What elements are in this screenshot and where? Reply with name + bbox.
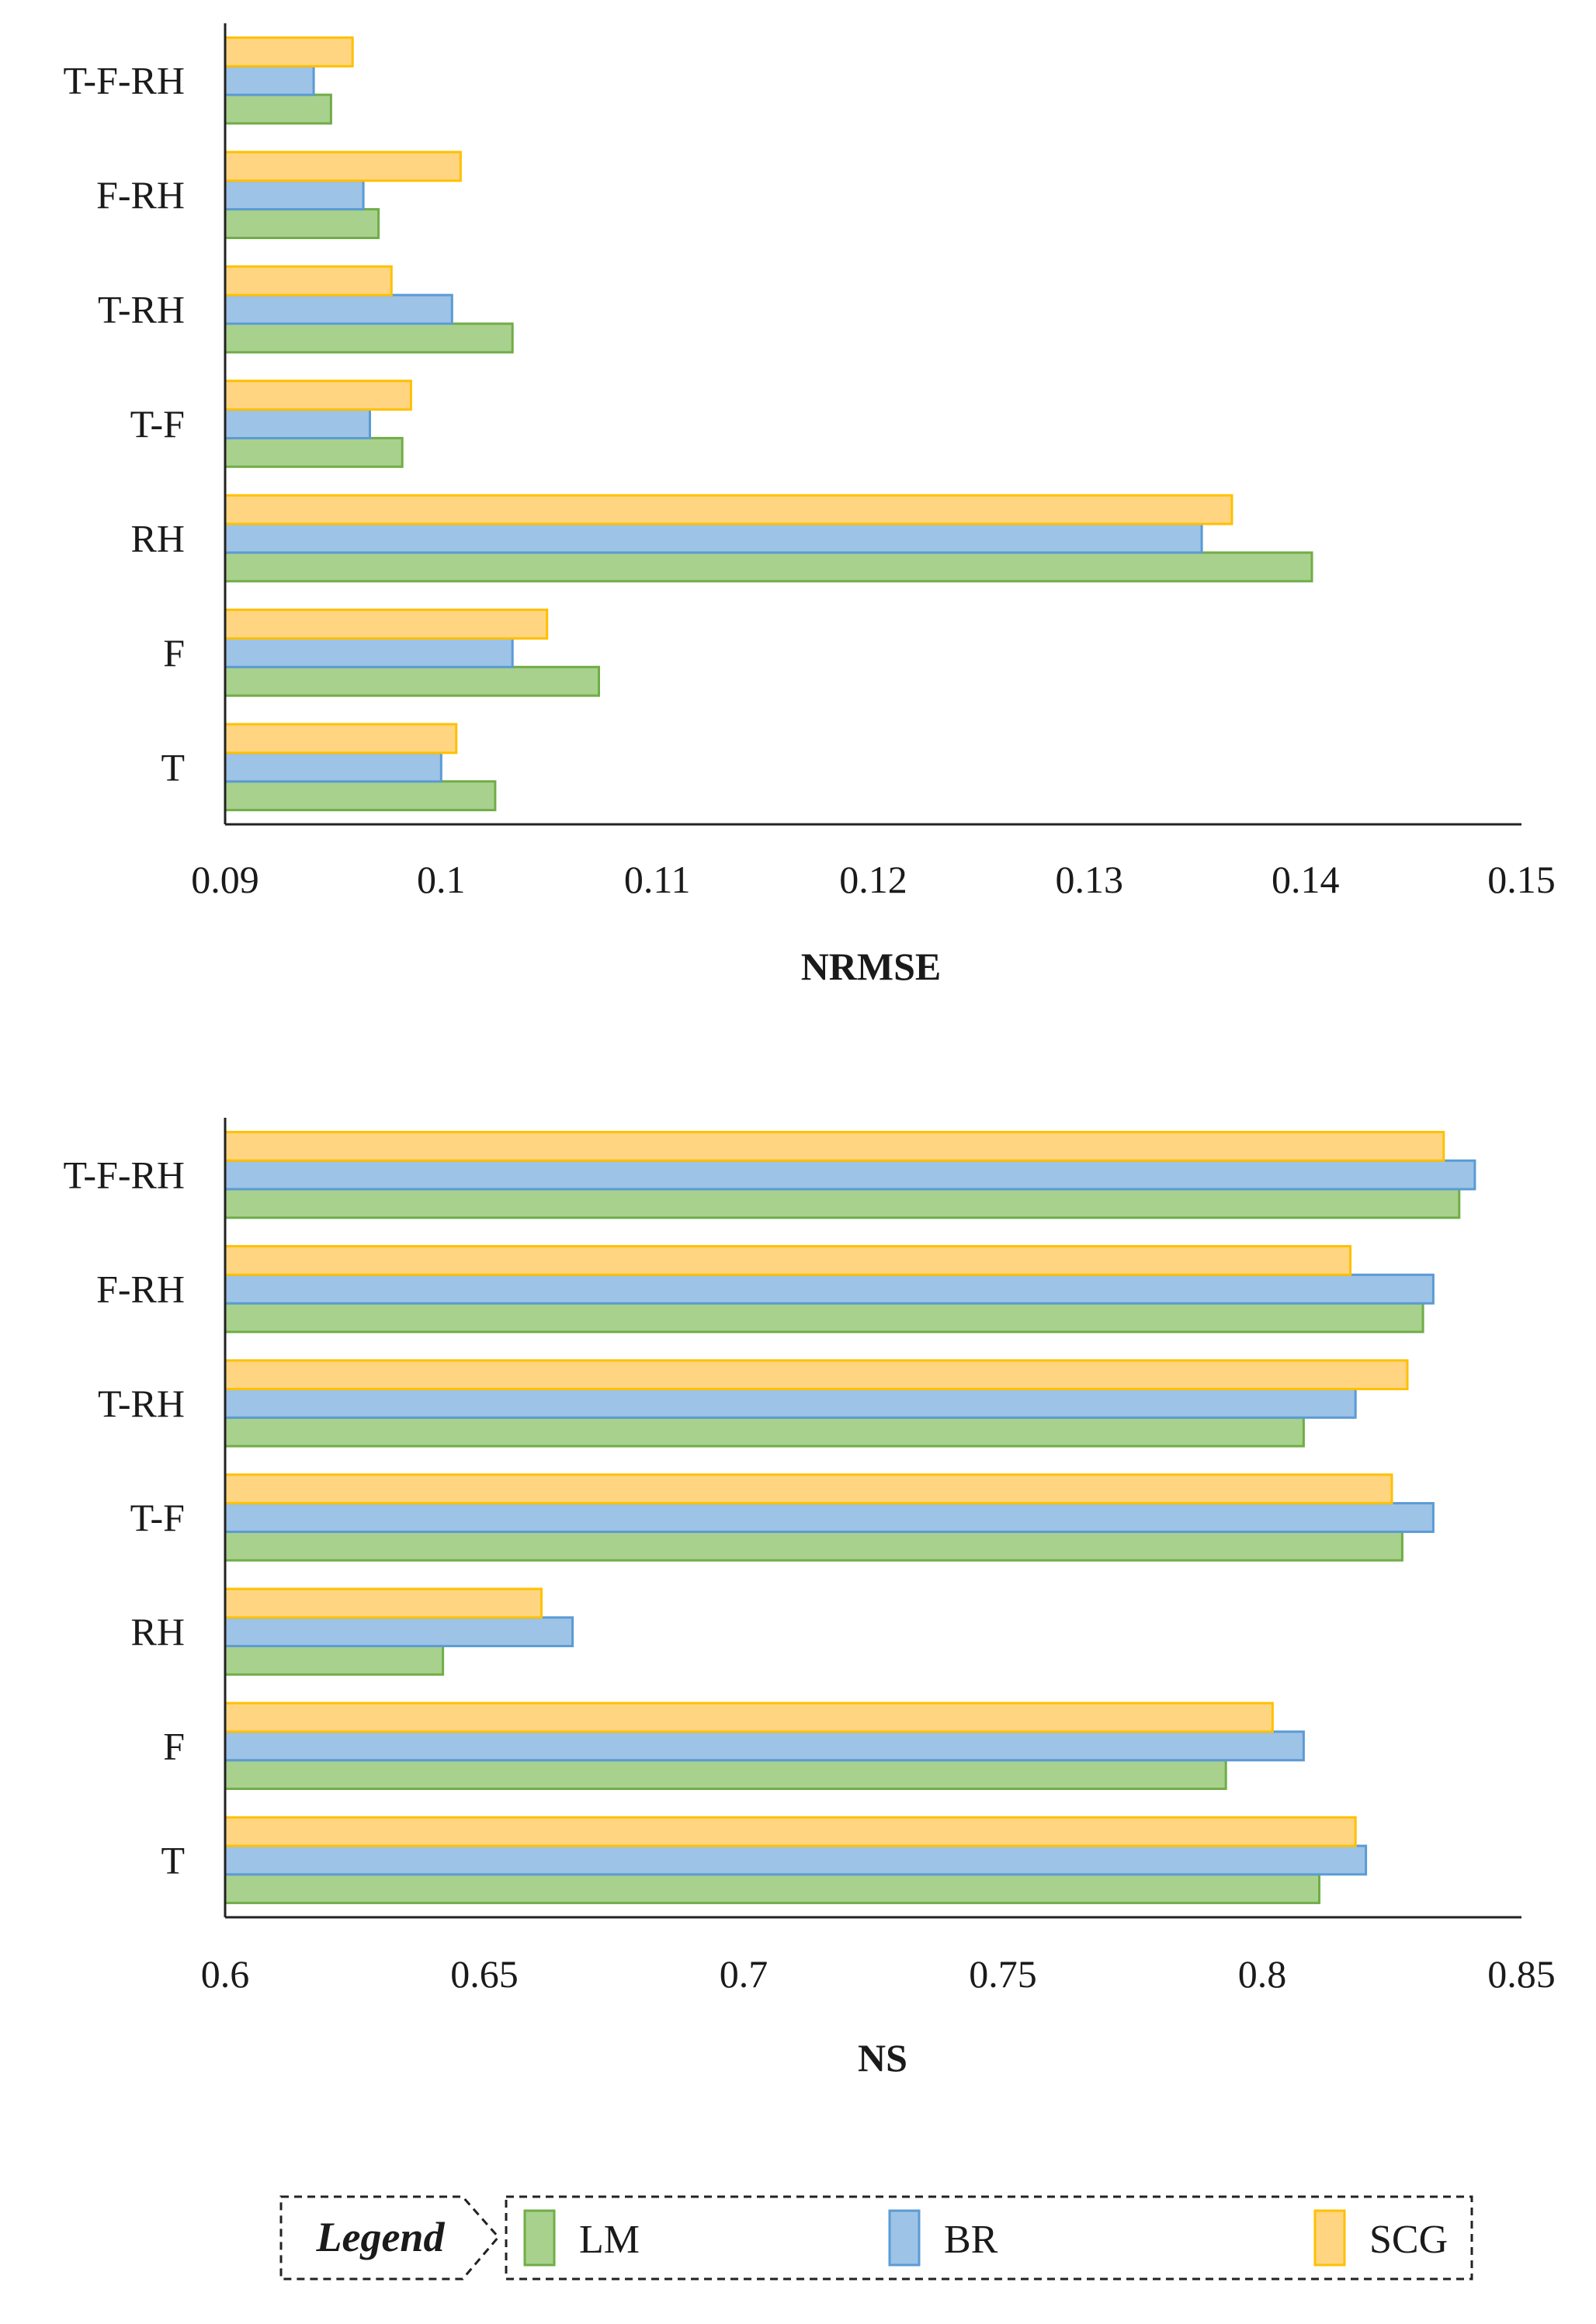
nrmse-category-label: RH bbox=[131, 516, 185, 560]
nrmse-bar-br-f-rh bbox=[224, 179, 365, 211]
nrmse-bar-br-t-rh bbox=[224, 293, 453, 325]
ns-bar-br-t bbox=[224, 1844, 1368, 1876]
nrmse-bar-br-t-f bbox=[224, 408, 371, 439]
nrmse-category-label: T-F-RH bbox=[63, 59, 185, 102]
nrmse-category-label: T-RH bbox=[98, 288, 185, 331]
ns-bar-scg-f bbox=[224, 1701, 1274, 1733]
nrmse-x-tick-label: 0.14 bbox=[1272, 858, 1340, 901]
legend: Legend LM BR SCG bbox=[279, 2195, 1473, 2281]
legend-swatch-scg bbox=[1313, 2209, 1346, 2267]
nrmse-x-tick-label: 0.15 bbox=[1487, 858, 1556, 901]
ns-x-tick-label: 0.85 bbox=[1487, 1952, 1556, 1996]
nrmse-bar-scg-rh bbox=[224, 494, 1233, 526]
nrmse-bar-lm-t-f-rh bbox=[224, 93, 332, 125]
nrmse-x-tick-label: 0.13 bbox=[1056, 858, 1124, 901]
nrmse-x-tick-label: 0.11 bbox=[624, 858, 691, 901]
ns-bar-lm-f-rh bbox=[224, 1302, 1424, 1334]
ns-bar-scg-f-rh bbox=[224, 1245, 1352, 1276]
legend-swatch-br bbox=[888, 2209, 921, 2267]
nrmse-bar-br-t-f-rh bbox=[224, 64, 315, 96]
nrmse-bar-scg-t-rh bbox=[224, 265, 393, 297]
ns-category-label: T-F bbox=[130, 1496, 185, 1539]
ns-x-tick-label: 0.6 bbox=[201, 1952, 250, 1996]
ns-bar-scg-t-f bbox=[224, 1473, 1393, 1505]
nrmse-bar-br-f bbox=[224, 636, 514, 668]
nrmse-bar-br-t bbox=[224, 751, 442, 783]
nrmse-bar-lm-f bbox=[224, 665, 600, 697]
legend-items-box bbox=[505, 2195, 1473, 2281]
nrmse-bar-lm-t bbox=[224, 780, 497, 812]
nrmse-x-tick-label: 0.09 bbox=[191, 858, 259, 901]
ns-bar-br-f bbox=[224, 1730, 1305, 1762]
ns-bar-scg-rh bbox=[224, 1587, 543, 1619]
ns-category-label: T-RH bbox=[98, 1382, 185, 1425]
ns-category-label: F-RH bbox=[96, 1268, 185, 1311]
ns-bar-br-f-rh bbox=[224, 1273, 1435, 1305]
ns-category-label: RH bbox=[131, 1610, 185, 1653]
nrmse-bar-br-rh bbox=[224, 522, 1203, 554]
ns-bar-br-t-rh bbox=[224, 1388, 1357, 1419]
nrmse-category-label: F bbox=[163, 631, 185, 675]
ns-bar-lm-t-f bbox=[224, 1530, 1403, 1562]
nrmse-bar-scg-t-f-rh bbox=[224, 36, 354, 68]
ns-bar-br-t-f-rh bbox=[224, 1159, 1476, 1191]
ns-bar-lm-t-rh bbox=[224, 1416, 1305, 1448]
nrmse-bar-lm-t-f bbox=[224, 436, 404, 468]
ns-chart: NS T F RH T-F T-RH F-RH T-F-RH 0.6 0.65 0.7 0.75 0.… bbox=[63, 1118, 1556, 2079]
ns-bar-br-rh bbox=[224, 1616, 574, 1648]
ns-bar-br-t-f bbox=[224, 1502, 1435, 1533]
nrmse-bar-scg-f bbox=[224, 609, 549, 640]
nrmse-x-tick-label: 0.1 bbox=[417, 858, 466, 901]
ns-category-label: F bbox=[163, 1724, 185, 1767]
nrmse-bar-lm-f-rh bbox=[224, 208, 380, 240]
ns-bar-lm-t bbox=[224, 1873, 1320, 1905]
legend-title-box bbox=[279, 2195, 500, 2281]
legend-title: Legend bbox=[316, 2214, 446, 2260]
nrmse-category-label: T-F bbox=[130, 402, 185, 446]
nrmse-bar-scg-t bbox=[224, 723, 458, 754]
ns-x-tick-label: 0.8 bbox=[1238, 1952, 1287, 1996]
legend-label-br: BR bbox=[944, 2218, 998, 2262]
ns-x-tick-label: 0.65 bbox=[450, 1952, 519, 1996]
nrmse-bar-scg-t-f bbox=[224, 380, 412, 411]
ns-bar-scg-t-rh bbox=[224, 1359, 1409, 1390]
ns-x-tick-label: 0.75 bbox=[969, 1952, 1037, 1996]
nrmse-x-tick-label: 0.12 bbox=[839, 858, 907, 901]
nrmse-category-label: T bbox=[161, 745, 185, 789]
ns-bar-lm-t-f-rh bbox=[224, 1188, 1461, 1219]
nrmse-bar-lm-rh bbox=[224, 551, 1313, 583]
ns-category-label: T-F-RH bbox=[63, 1153, 185, 1197]
legend-swatch-lm bbox=[523, 2209, 556, 2267]
ns-x-tick-label: 0.7 bbox=[720, 1952, 769, 1996]
ns-bar-lm-rh bbox=[224, 1645, 445, 1676]
legend-label-lm: LM bbox=[579, 2218, 640, 2262]
nrmse-category-label: F-RH bbox=[96, 173, 185, 217]
nrmse-chart: NRMSE T F RH T-F T-RH F-RH T-F-RH 0.09 0.1 0.11 0.… bbox=[63, 23, 1556, 988]
ns-bar-scg-t-f-rh bbox=[224, 1130, 1445, 1162]
ns-bar-scg-t bbox=[224, 1816, 1357, 1847]
ns-bar-lm-f bbox=[224, 1759, 1227, 1790]
legend-label-scg: SCG bbox=[1369, 2218, 1448, 2262]
nrmse-x-axis-title: NRMSE bbox=[801, 945, 942, 988]
ns-x-axis-title: NS bbox=[858, 2036, 907, 2079]
nrmse-bar-scg-f-rh bbox=[224, 151, 462, 182]
nrmse-bar-lm-t-rh bbox=[224, 322, 514, 354]
ns-category-label: T bbox=[161, 1838, 185, 1882]
